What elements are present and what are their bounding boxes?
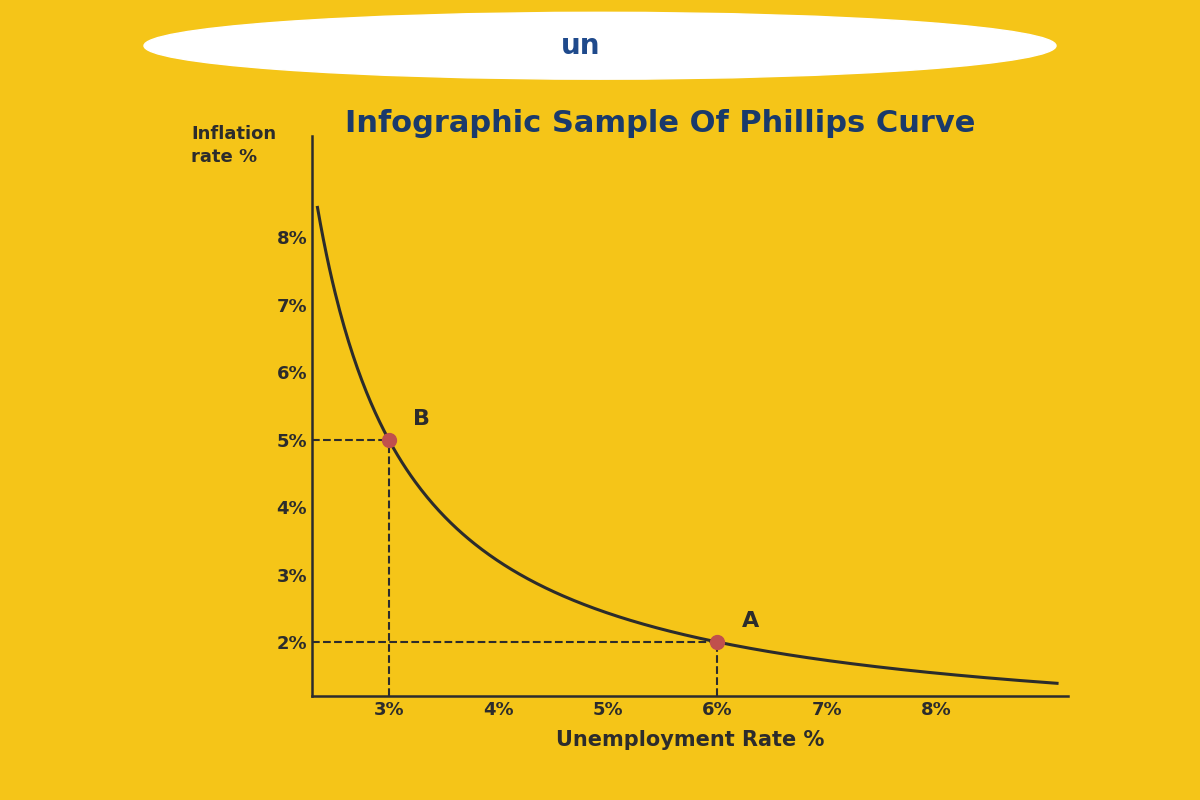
- X-axis label: Unemployment Rate %: Unemployment Rate %: [556, 730, 824, 750]
- Text: stop: stop: [600, 32, 668, 60]
- Text: Infographic Sample Of Phillips Curve: Infographic Sample Of Phillips Curve: [344, 110, 976, 138]
- Text: A: A: [742, 611, 758, 631]
- Point: [708, 636, 727, 649]
- Point: [379, 434, 398, 446]
- Text: un: un: [560, 32, 600, 60]
- Circle shape: [144, 12, 1056, 79]
- Text: B: B: [413, 409, 430, 429]
- Text: Inflation
rate %: Inflation rate %: [191, 125, 276, 166]
